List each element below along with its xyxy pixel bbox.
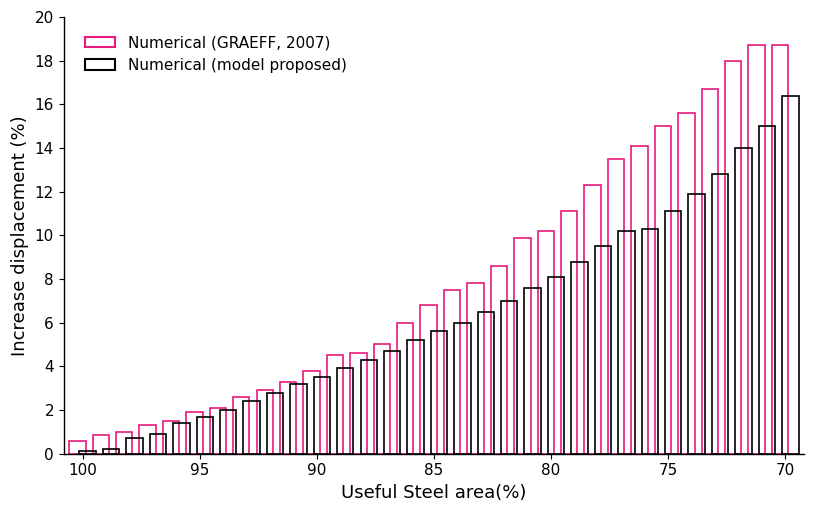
Bar [384,351,400,453]
Bar [525,288,541,453]
Bar [220,410,236,453]
Bar [209,408,226,453]
Bar [711,174,729,453]
Bar [290,384,306,453]
Bar [501,301,518,453]
Bar [748,46,764,453]
Bar [538,231,554,453]
Bar [337,368,354,453]
Bar [69,441,86,453]
Bar [725,61,742,453]
Bar [163,421,179,453]
Bar [632,146,648,453]
Bar [421,305,437,453]
Bar [595,246,611,453]
Bar [103,449,119,453]
Legend: Numerical (GRAEFF, 2007), Numerical (model proposed): Numerical (GRAEFF, 2007), Numerical (mod… [79,29,353,79]
X-axis label: Useful Steel area(%): Useful Steel area(%) [341,484,526,502]
Bar [618,231,635,453]
Bar [150,434,166,453]
Y-axis label: Increase displacement (%): Increase displacement (%) [11,115,29,356]
Bar [126,438,143,453]
Bar [571,262,588,453]
Bar [689,194,705,453]
Bar [397,323,413,453]
Bar [257,390,273,453]
Bar [454,323,470,453]
Bar [735,148,751,453]
Bar [431,331,447,453]
Bar [350,353,367,453]
Bar [702,89,718,453]
Bar [314,377,330,453]
Bar [373,345,390,453]
Bar [244,401,260,453]
Bar [478,312,494,453]
Bar [467,283,484,453]
Bar [641,229,658,453]
Bar [93,435,109,453]
Bar [267,392,284,453]
Bar [584,185,601,453]
Bar [139,425,156,453]
Bar [233,397,249,453]
Bar [548,277,564,453]
Bar [280,382,297,453]
Bar [187,412,203,453]
Bar [561,211,577,453]
Bar [360,360,377,453]
Bar [408,340,424,453]
Bar [759,126,775,453]
Bar [491,266,507,453]
Bar [772,46,788,453]
Bar [173,423,190,453]
Bar [327,356,343,453]
Bar [196,417,213,453]
Bar [444,290,460,453]
Bar [608,159,624,453]
Bar [654,126,671,453]
Bar [678,113,694,453]
Bar [782,96,799,453]
Bar [514,238,531,453]
Bar [116,432,132,453]
Bar [665,211,681,453]
Bar [303,371,319,453]
Bar [79,451,96,453]
